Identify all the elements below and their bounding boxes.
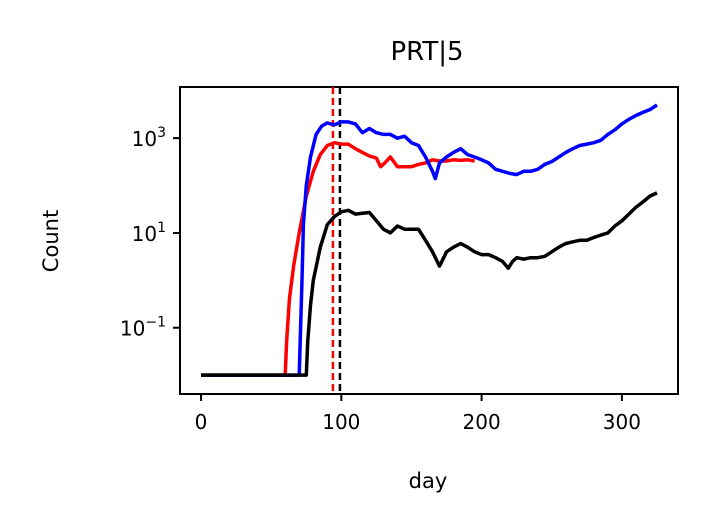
x-axis: 0 100 200 300 bbox=[195, 394, 641, 434]
x-tick-label: 0 bbox=[195, 410, 208, 434]
series-line-0 bbox=[201, 140, 475, 377]
y-tick-label: 103 bbox=[132, 125, 166, 151]
x-axis-label: day bbox=[409, 469, 448, 493]
y-axis: 103 101 10−1 bbox=[120, 125, 180, 341]
chart-title: PRT|5 bbox=[390, 37, 463, 67]
plot-area bbox=[179, 86, 679, 395]
reference-lines bbox=[331, 87, 342, 394]
series-lines bbox=[201, 103, 658, 377]
series-line-1 bbox=[201, 103, 658, 377]
y-tick-label: 10−1 bbox=[120, 315, 166, 341]
y-tick-label: 101 bbox=[132, 220, 166, 246]
y-axis-label: Count bbox=[39, 210, 63, 272]
series-line-2 bbox=[201, 191, 658, 377]
x-tick-label: 100 bbox=[322, 410, 360, 434]
x-tick-label: 200 bbox=[463, 410, 501, 434]
x-tick-label: 300 bbox=[603, 410, 641, 434]
